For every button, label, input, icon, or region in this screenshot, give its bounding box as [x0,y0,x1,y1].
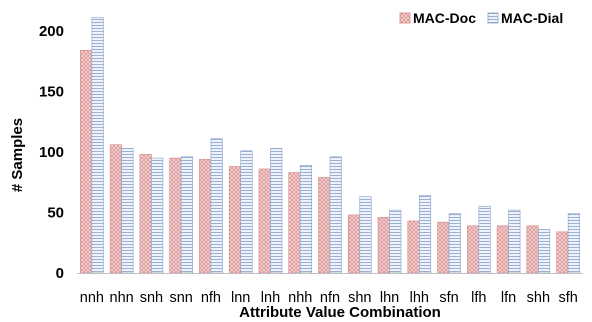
x-tick-label: nfn [320,290,340,306]
legend-label-mac-doc: MAC-Doc [413,10,476,26]
x-axis-title: Attribute Value Combination [239,304,441,321]
bar-mac-doc-lfh [467,225,480,274]
bar-mac-doc-nfn [318,177,331,274]
x-tick-label: sfh [558,290,577,306]
bar-mac-doc-nfh [199,158,212,274]
bar-mac-dial-snn [180,156,193,274]
x-tick-label: sfn [439,290,458,306]
x-tick-label: nfh [201,290,221,306]
bar-mac-dial-nfn [329,156,342,274]
bar-mac-dial-sfn [448,213,461,274]
x-tick-label: nhn [110,290,134,306]
legend-swatch-mac-dial [487,12,499,24]
bar-mac-doc-nhn [109,144,122,274]
bar-mac-dial-nhn [121,148,134,274]
x-tick-label: snh [140,290,163,306]
bar-mac-doc-snh [139,154,152,274]
x-tick-label: nhh [288,290,312,306]
x-tick-label: nnh [80,290,104,306]
bar-mac-dial-snh [151,157,164,274]
bar-mac-doc-nhh [288,172,301,274]
y-tick-label: 0 [56,265,64,282]
legend-label-mac-dial: MAC-Dial [501,10,563,26]
y-tick-label: 50 [47,205,64,222]
y-tick-label: 150 [39,84,64,101]
y-tick-label: 200 [39,23,64,40]
bar-mac-dial-nnh [91,17,104,274]
bar-mac-doc-lnn [228,166,242,274]
bar-mac-dial-nhh [299,165,313,274]
x-tick-label: shh [527,290,550,306]
bar-mac-doc-lnh [258,168,271,274]
bar-mac-doc-nnh [80,50,93,274]
y-axis: 0 50 100 150 200 [39,23,64,282]
x-tick-label: lhn [380,290,399,306]
bar-mac-dial-lhn [389,209,402,274]
legend-swatch-mac-doc [399,12,411,24]
bar-mac-dial-shn [359,196,372,274]
bar-mac-doc-lhn [377,217,390,274]
x-axis: nnh nhn snh snn nfh lnn lnh nhh nfn shn lhn lhh sfn l… [77,273,583,306]
bar-mac-dial-nfh [210,138,223,274]
x-tick-label: lfn [501,290,516,306]
y-axis-title: # Samples [9,118,26,192]
bars-group [80,17,580,274]
x-tick-label: lnn [231,290,250,306]
x-tick-label: snn [169,290,192,306]
bar-mac-dial-sfh [567,213,580,274]
bar-mac-dial-lnh [270,148,283,274]
x-tick-label: shn [348,290,371,306]
x-tick-label: lhh [410,290,429,306]
bar-mac-dial-shh [538,229,551,274]
bar-mac-doc-lfn [496,225,509,274]
bar-mac-doc-shh [526,225,539,274]
bar-mac-dial-lhh [418,195,432,274]
bar-mac-doc-snn [169,157,182,274]
legend: MAC-Doc MAC-Dial [399,10,563,26]
bar-mac-dial-lfn [508,209,521,274]
bar-mac-dial-lnn [240,150,253,274]
bar-mac-doc-lhh [407,220,420,274]
x-tick-label: lnh [261,290,280,306]
bar-mac-dial-lfh [478,206,491,274]
bar-mac-doc-shn [347,214,361,274]
bar-mac-doc-sfn [437,221,450,274]
bar-mac-doc-sfh [556,231,569,274]
y-tick-label: 100 [39,144,64,161]
x-tick-label: lfh [471,290,486,306]
